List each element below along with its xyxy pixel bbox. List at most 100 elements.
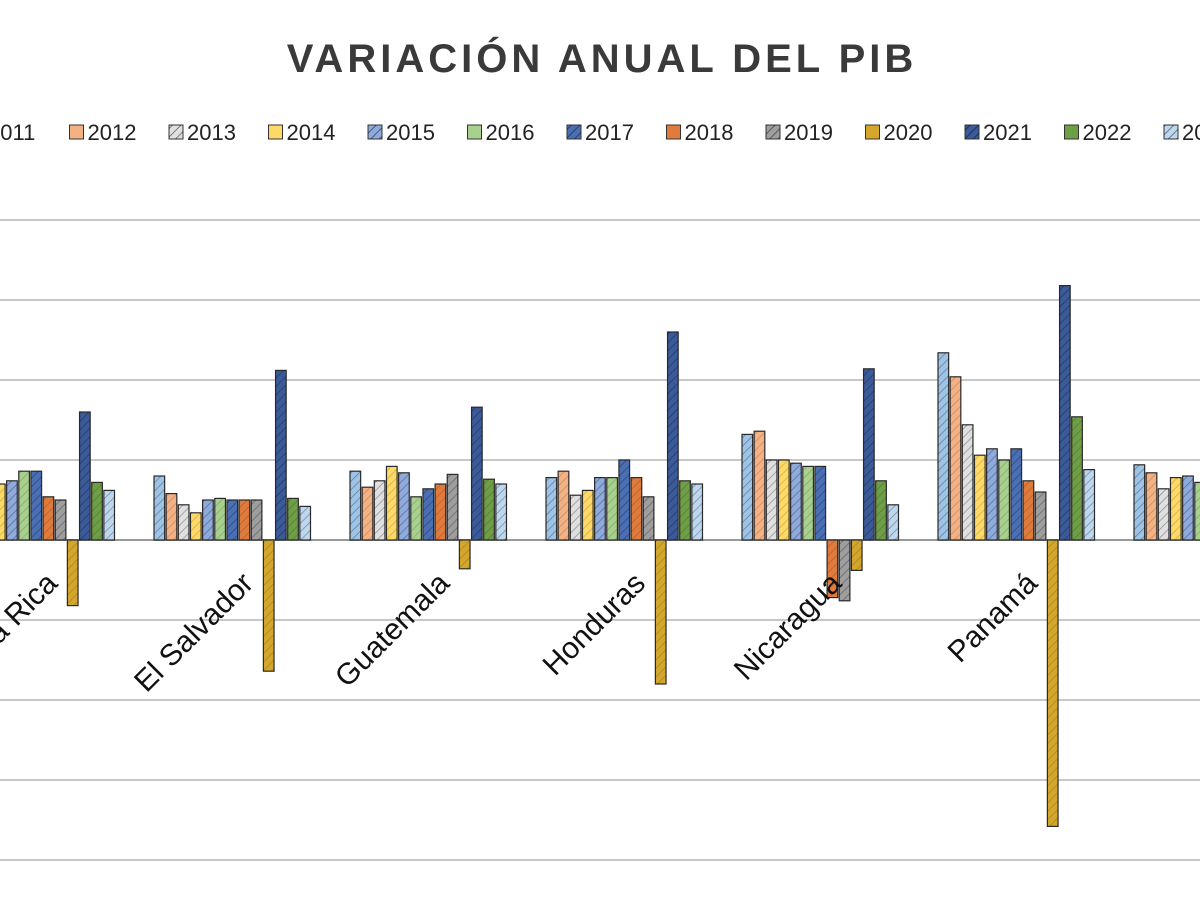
legend-swatch [467, 124, 482, 140]
bar-hatch [239, 500, 250, 540]
bar-hatch [190, 512, 202, 540]
chart-title: VARIACIÓN ANUAL DEL PIB [287, 35, 918, 81]
bar-hatch [962, 424, 973, 540]
bar-hatch [766, 460, 777, 540]
bar-hatch [6, 480, 18, 540]
bar-hatch [1035, 492, 1046, 540]
legend-swatch [268, 124, 283, 140]
legend-label: 2014 [287, 120, 336, 145]
legend-label: 2013 [187, 120, 236, 145]
bar-hatch [1182, 476, 1194, 540]
bar-hatch [974, 455, 986, 540]
bar-hatch [18, 471, 30, 540]
bar-hatch [275, 370, 287, 540]
bar-hatch [631, 477, 642, 540]
legend-label: 2022 [1083, 120, 1132, 145]
bar-hatch [986, 448, 998, 540]
bar-hatch [1047, 540, 1059, 827]
bar-hatch [851, 540, 863, 571]
legend-label: 2019 [784, 120, 833, 145]
legend-label: 2016 [486, 120, 535, 145]
bar-hatch [875, 480, 887, 540]
bar-hatch [79, 412, 91, 540]
bar-hatch [459, 540, 471, 569]
legend-hatch [965, 125, 979, 139]
bar-hatch [1083, 469, 1095, 540]
legend-label: 2020 [884, 120, 933, 145]
bar-hatch [91, 482, 103, 540]
bar-hatch [742, 434, 753, 540]
bar-hatch [447, 474, 458, 540]
bar-hatch [299, 506, 311, 540]
bar-hatch [287, 498, 299, 540]
legend-hatch [368, 125, 382, 139]
legend-hatch [766, 125, 780, 139]
bar-hatch [594, 477, 606, 540]
bar-hatch [410, 496, 422, 540]
bar-hatch [1023, 480, 1034, 540]
bar-hatch [1071, 416, 1083, 540]
bar-hatch [251, 500, 262, 540]
bar-hatch [546, 477, 557, 540]
legend-hatch [567, 125, 581, 139]
bar-hatch [226, 500, 238, 540]
bar-hatch [386, 466, 398, 540]
bar-hatch [778, 460, 790, 540]
bar-hatch [754, 431, 765, 540]
bar-hatch [67, 540, 79, 606]
bar-hatch [214, 498, 226, 540]
bar-hatch [1059, 285, 1071, 540]
bar-hatch [30, 471, 42, 540]
bar-hatch [495, 484, 507, 540]
legend-swatch [666, 124, 681, 140]
bar-hatch [802, 466, 814, 540]
legend-label: 2023 [1182, 120, 1200, 145]
bar-hatch [679, 480, 691, 540]
bar-hatch [655, 540, 667, 684]
bar-hatch [422, 488, 434, 540]
bar-hatch [827, 540, 838, 598]
bar-hatch [938, 352, 949, 540]
bar-hatch [570, 495, 581, 540]
bar-hatch [1170, 477, 1182, 540]
bar-hatch [998, 460, 1010, 540]
bar-hatch [667, 332, 679, 540]
legend-label: 2018 [685, 120, 734, 145]
bar-hatch [839, 540, 850, 601]
bar-hatch [55, 500, 66, 540]
x-tick-label: Honduras [537, 567, 652, 682]
legend-label: 2015 [386, 120, 435, 145]
bar-hatch [582, 490, 594, 540]
legend-hatch [169, 125, 183, 139]
bar-hatch [178, 504, 189, 540]
bar-hatch [814, 466, 826, 540]
bar-hatch [1134, 464, 1145, 540]
x-tick-label: Guatemala [329, 566, 456, 693]
bar-hatch [1194, 482, 1200, 540]
x-tick-label: Panamá [942, 566, 1045, 669]
bar-hatch [606, 477, 618, 540]
bar-hatch [691, 484, 703, 540]
bar-hatch [950, 376, 961, 540]
bar-hatch [1010, 448, 1022, 540]
bar-hatch [435, 484, 446, 540]
legend-label: 2021 [983, 120, 1032, 145]
bar-hatch [618, 460, 630, 540]
legend-swatch [865, 124, 880, 140]
legend-hatch [1164, 125, 1178, 139]
bar-hatch [1158, 488, 1169, 540]
x-tick-label: El Salvador [128, 567, 260, 699]
bar-hatch [350, 471, 361, 540]
bar-hatch [483, 479, 495, 540]
legend-swatch [69, 124, 84, 140]
bar-hatch [43, 496, 54, 540]
bar-hatch [103, 490, 115, 540]
bar-hatch [471, 407, 483, 540]
x-tick-label: Costa Rica [0, 566, 64, 693]
legend-label: 2012 [88, 120, 137, 145]
bar-hatch [863, 368, 875, 540]
bar-hatch [374, 480, 385, 540]
bar-hatch [0, 484, 6, 540]
bar-hatch [790, 463, 802, 540]
